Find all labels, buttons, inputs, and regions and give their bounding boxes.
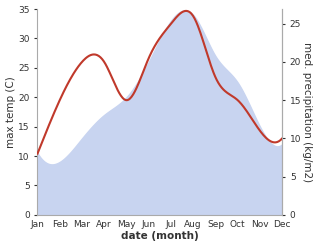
Y-axis label: med. precipitation (kg/m2): med. precipitation (kg/m2) [302, 42, 313, 182]
Y-axis label: max temp (C): max temp (C) [5, 76, 16, 148]
X-axis label: date (month): date (month) [121, 231, 199, 242]
